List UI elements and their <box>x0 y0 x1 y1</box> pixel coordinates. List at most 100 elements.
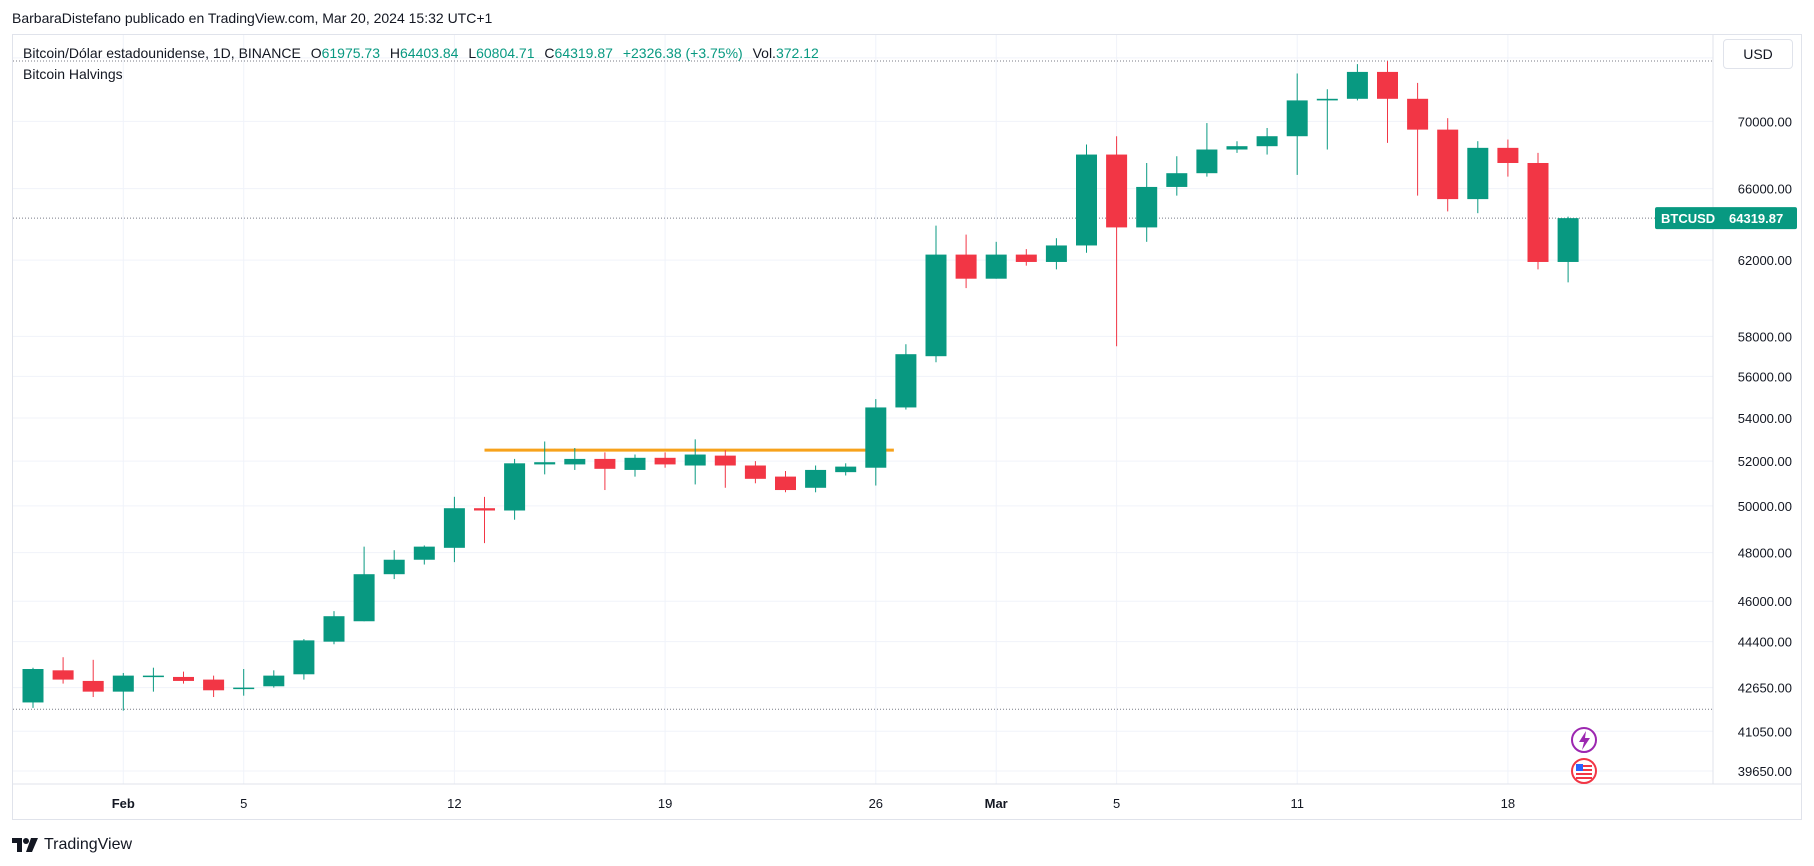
candle-body <box>504 463 526 511</box>
currency-button[interactable]: USD <box>1723 39 1793 69</box>
candle-body <box>474 508 495 511</box>
candle-down <box>714 450 736 488</box>
lightning-event-icon[interactable] <box>1571 727 1597 753</box>
price-tag-symbol: BTCUSD <box>1661 211 1715 226</box>
candle-down <box>1497 139 1519 177</box>
candle-body <box>805 469 827 488</box>
candle-up <box>504 458 526 520</box>
footer-brand-label: TradingView <box>44 836 133 853</box>
price-tick-label: 56000.00 <box>1738 369 1792 384</box>
candle-body <box>744 465 766 479</box>
candle-down <box>955 234 977 289</box>
candle-body <box>1256 136 1278 147</box>
candle-up <box>263 670 285 688</box>
candle-body <box>925 254 947 357</box>
candle-up <box>1286 73 1308 175</box>
price-tick-label: 48000.00 <box>1738 546 1792 561</box>
price-tick-label: 42650.00 <box>1738 681 1792 696</box>
time-tick-label: 26 <box>869 796 883 811</box>
publisher-line: BarbaraDistefano publicado en TradingVie… <box>12 10 493 26</box>
ohlc-legend: Bitcoin/Dólar estadounidense, 1D, BINANC… <box>23 45 819 61</box>
candle-up <box>383 550 405 580</box>
price-tick-label: 44400.00 <box>1738 635 1792 650</box>
close-value: 64319.87 <box>554 45 613 61</box>
high-value: 64403.84 <box>400 45 459 61</box>
candle-body <box>835 466 857 473</box>
dotted-levels <box>13 60 1713 710</box>
candle-up <box>443 496 465 563</box>
candle-body <box>1015 254 1037 262</box>
candle-up <box>1346 64 1368 101</box>
candle-body <box>1467 147 1489 200</box>
price-tick-label: 46000.00 <box>1738 594 1792 609</box>
footer-brand[interactable]: TradingView <box>12 836 132 854</box>
candle-up <box>1045 238 1067 270</box>
price-tick-label: 52000.00 <box>1738 454 1792 469</box>
time-tick-label: 5 <box>1113 796 1120 811</box>
time-axis: Feb 5 12 19 26 Mar 5 11 18 <box>112 796 1515 811</box>
indicator-label[interactable]: Bitcoin Halvings <box>23 66 123 82</box>
candle-up <box>1196 123 1218 177</box>
candle-down <box>1527 152 1549 270</box>
candle-up <box>1226 141 1248 153</box>
candle-down <box>594 452 616 491</box>
price-tick-label: 54000.00 <box>1738 411 1792 426</box>
candle-body <box>173 676 194 681</box>
candle-body <box>1166 173 1188 187</box>
candle-body <box>1346 71 1368 99</box>
candle-body <box>1136 186 1158 228</box>
low-label: L <box>468 45 477 61</box>
us-flag-event-icon[interactable] <box>1571 758 1597 784</box>
candle-body <box>865 407 887 468</box>
candle-body <box>1106 154 1128 228</box>
low-value: 60804.71 <box>476 45 535 61</box>
candle-body <box>203 679 225 691</box>
time-tick-label: 5 <box>240 796 247 811</box>
candle-down <box>474 496 495 544</box>
symbol-name[interactable]: Bitcoin/Dólar estadounidense, 1D, BINANC… <box>23 45 301 61</box>
candle-body <box>714 455 736 466</box>
grid-lines <box>13 35 1801 785</box>
candle-up <box>805 465 827 493</box>
candle-body <box>895 354 917 408</box>
candle-body <box>1045 245 1067 262</box>
candle-body <box>684 454 706 466</box>
candle-up <box>1136 162 1158 242</box>
candle-body <box>52 670 74 680</box>
last-price-tag: BTCUSD 64319.87 <box>1655 207 1797 230</box>
candle-body <box>1557 218 1579 262</box>
candle-up <box>564 447 586 470</box>
candle-up <box>112 672 134 711</box>
candle-down <box>52 657 74 684</box>
candle-body <box>112 675 134 692</box>
candle-up <box>1076 144 1097 253</box>
candle-up <box>835 463 857 476</box>
candle-body <box>594 458 616 469</box>
chart-frame <box>12 34 1802 820</box>
candle-body <box>263 675 285 687</box>
candle-body <box>1316 98 1338 101</box>
candle-body <box>624 457 646 470</box>
candle-down <box>775 471 796 493</box>
candle-body <box>443 508 465 548</box>
candle-down <box>1106 136 1128 347</box>
time-tick-label: Mar <box>985 796 1008 811</box>
candle-body <box>82 680 104 692</box>
candle-body <box>22 669 44 703</box>
candle-down <box>1437 118 1459 212</box>
candle-up <box>1256 127 1278 155</box>
candle-body <box>353 574 375 622</box>
candle-down <box>1015 249 1037 266</box>
candle-up <box>293 639 315 680</box>
candle-body <box>1196 149 1218 174</box>
candle-down <box>173 671 194 684</box>
price-axis: 74000.0070000.0066000.0062000.0058000.00… <box>1738 51 1792 779</box>
candle-body <box>413 546 435 560</box>
candle-down <box>744 461 766 484</box>
time-tick-label: 19 <box>658 796 672 811</box>
candle-up <box>413 545 435 565</box>
price-tick-label: 39650.00 <box>1738 764 1792 779</box>
open-label: O <box>310 45 322 61</box>
price-tick-label: 66000.00 <box>1738 182 1792 197</box>
